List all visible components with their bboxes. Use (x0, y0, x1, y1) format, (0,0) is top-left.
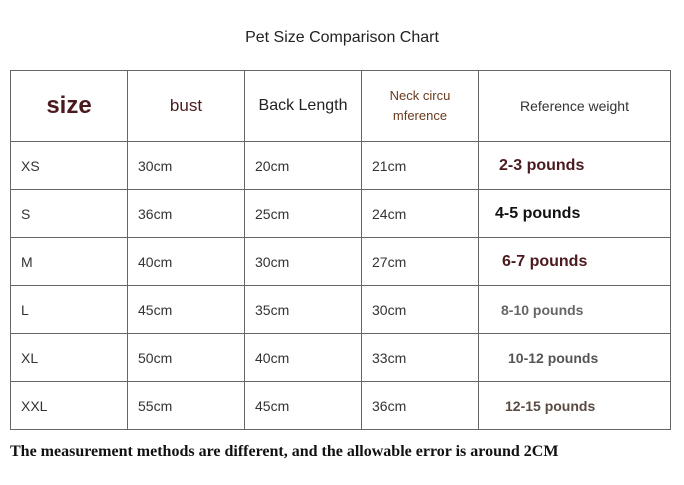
table-row: XL 50cm 40cm 33cm 10-12 pounds (10, 333, 671, 382)
neck-cell: 27cm (361, 237, 479, 286)
weight-cell: 8-10 pounds (478, 285, 671, 334)
header-row: size bust Back Length Neck circu mferenc… (10, 70, 671, 142)
chart-title: Pet Size Comparison Chart (245, 29, 439, 46)
size-cell: XS (10, 141, 128, 190)
neck-cell: 24cm (361, 189, 479, 238)
table-row: XXL 55cm 45cm 36cm 12-15 pounds (10, 381, 671, 430)
weight-cell: 4-5 pounds (478, 189, 671, 238)
size-cell: L (10, 285, 128, 334)
back-length-cell: 25cm (244, 189, 362, 238)
bust-cell: 50cm (127, 333, 245, 382)
neck-cell: 33cm (361, 333, 479, 382)
header-back-length: Back Length (244, 70, 362, 142)
header-weight: Reference weight (478, 70, 671, 142)
header-neck-text: Neck circu mference (389, 88, 451, 123)
back-length-cell: 40cm (244, 333, 362, 382)
table-row: M 40cm 30cm 27cm 6-7 pounds (10, 237, 671, 286)
weight-cell: 6-7 pounds (478, 237, 671, 286)
size-cell: M (10, 237, 128, 286)
size-cell: XL (10, 333, 128, 382)
weight-cell: 12-15 pounds (478, 381, 671, 430)
table-row: S 36cm 25cm 24cm 4-5 pounds (10, 189, 671, 238)
neck-cell: 36cm (361, 381, 479, 430)
bust-cell: 30cm (127, 141, 245, 190)
neck-cell: 30cm (361, 285, 479, 334)
weight-cell: 10-12 pounds (478, 333, 671, 382)
bust-cell: 36cm (127, 189, 245, 238)
back-length-cell: 20cm (244, 141, 362, 190)
back-length-cell: 45cm (244, 381, 362, 430)
weight-cell: 2-3 pounds (478, 141, 671, 190)
table-row: L 45cm 35cm 30cm 8-10 pounds (10, 285, 671, 334)
back-length-cell: 35cm (244, 285, 362, 334)
bust-cell: 55cm (127, 381, 245, 430)
header-neck: Neck circu mference (361, 70, 479, 142)
bust-cell: 40cm (127, 237, 245, 286)
header-size: size (10, 70, 128, 142)
bust-cell: 45cm (127, 285, 245, 334)
footer-note: The measurement methods are different, a… (10, 443, 559, 460)
neck-cell: 21cm (361, 141, 479, 190)
size-table: size bust Back Length Neck circu mferenc… (10, 70, 671, 430)
header-bust: bust (127, 70, 245, 142)
size-cell: S (10, 189, 128, 238)
back-length-cell: 30cm (244, 237, 362, 286)
table-row: XS 30cm 20cm 21cm 2-3 pounds (10, 141, 671, 190)
size-cell: XXL (10, 381, 128, 430)
